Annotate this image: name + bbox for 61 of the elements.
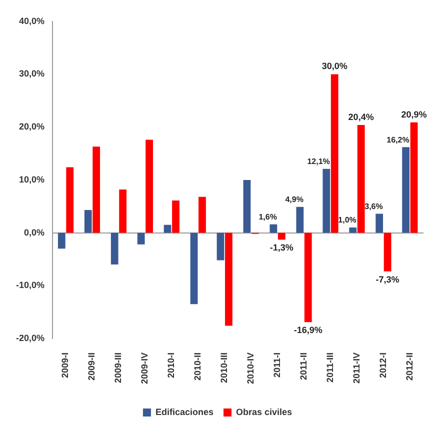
legend-label: Edificaciones bbox=[155, 406, 214, 417]
bar bbox=[402, 147, 410, 233]
bar bbox=[92, 146, 100, 233]
bar bbox=[164, 224, 172, 233]
data-label: 1,6% bbox=[258, 212, 277, 222]
x-tick-label: 2011-IV bbox=[351, 352, 362, 384]
data-label: 16,2% bbox=[386, 135, 410, 144]
x-tick-label: 2010-III bbox=[219, 352, 230, 384]
bar bbox=[296, 206, 304, 233]
bar bbox=[330, 74, 338, 233]
bar bbox=[84, 210, 92, 233]
y-tick-label: 20,0% bbox=[18, 122, 45, 132]
bar bbox=[172, 200, 180, 233]
bar bbox=[137, 232, 145, 244]
x-tick-label: 2012-I bbox=[378, 352, 388, 378]
data-label: 1,0% bbox=[338, 216, 356, 225]
x-tick-label: 2010-I bbox=[166, 352, 176, 378]
bar bbox=[190, 232, 198, 304]
bar bbox=[376, 214, 384, 233]
y-tick-label: 40,0% bbox=[18, 16, 45, 26]
x-tick-label: 2011-II bbox=[298, 352, 309, 380]
bar bbox=[58, 232, 66, 249]
x-tick-label: 2010-II bbox=[192, 352, 203, 381]
x-tick-label: 2009-II bbox=[86, 352, 97, 381]
bar bbox=[243, 180, 251, 233]
x-tick-label: 2011-III bbox=[324, 352, 335, 383]
x-tick-label: 2009-IV bbox=[140, 352, 150, 384]
x-tick-label: 2009-I bbox=[60, 352, 70, 378]
bar bbox=[410, 122, 418, 233]
bar bbox=[304, 232, 312, 322]
bar bbox=[384, 232, 392, 272]
x-tick-label: 2011-I bbox=[272, 352, 282, 378]
bar bbox=[349, 228, 357, 233]
bar bbox=[322, 168, 330, 233]
data-label: 12,1% bbox=[307, 157, 330, 166]
bar bbox=[198, 196, 206, 233]
bar bbox=[119, 189, 126, 233]
bar bbox=[66, 167, 74, 233]
x-tick-label: 2010-IV bbox=[246, 352, 256, 384]
legend-label: Obras civiles bbox=[236, 406, 292, 417]
bar bbox=[146, 140, 153, 233]
y-tick-label: 0,0% bbox=[24, 227, 45, 238]
y-tick-label: 30,0% bbox=[18, 68, 45, 79]
data-label: -16,9% bbox=[294, 325, 322, 336]
data-label: 4,9% bbox=[285, 195, 304, 204]
data-label: -7,3% bbox=[376, 274, 400, 284]
bar bbox=[225, 232, 232, 326]
x-tick-label: 2009-III bbox=[113, 352, 124, 384]
data-label: 20,9% bbox=[401, 109, 427, 120]
bar bbox=[110, 232, 118, 264]
bar bbox=[216, 232, 224, 260]
data-label: 30,0% bbox=[322, 61, 348, 72]
bar bbox=[357, 124, 365, 233]
y-tick-label: 10,0% bbox=[18, 174, 45, 184]
bar bbox=[270, 224, 278, 233]
data-label: 20,4% bbox=[348, 112, 374, 122]
x-tick-label: 2012-II bbox=[404, 352, 414, 381]
y-tick-label: -10,0% bbox=[16, 280, 45, 290]
y-tick-label: -20,0% bbox=[16, 332, 45, 343]
bar bbox=[278, 232, 286, 240]
data-label: -1,3% bbox=[270, 242, 294, 253]
